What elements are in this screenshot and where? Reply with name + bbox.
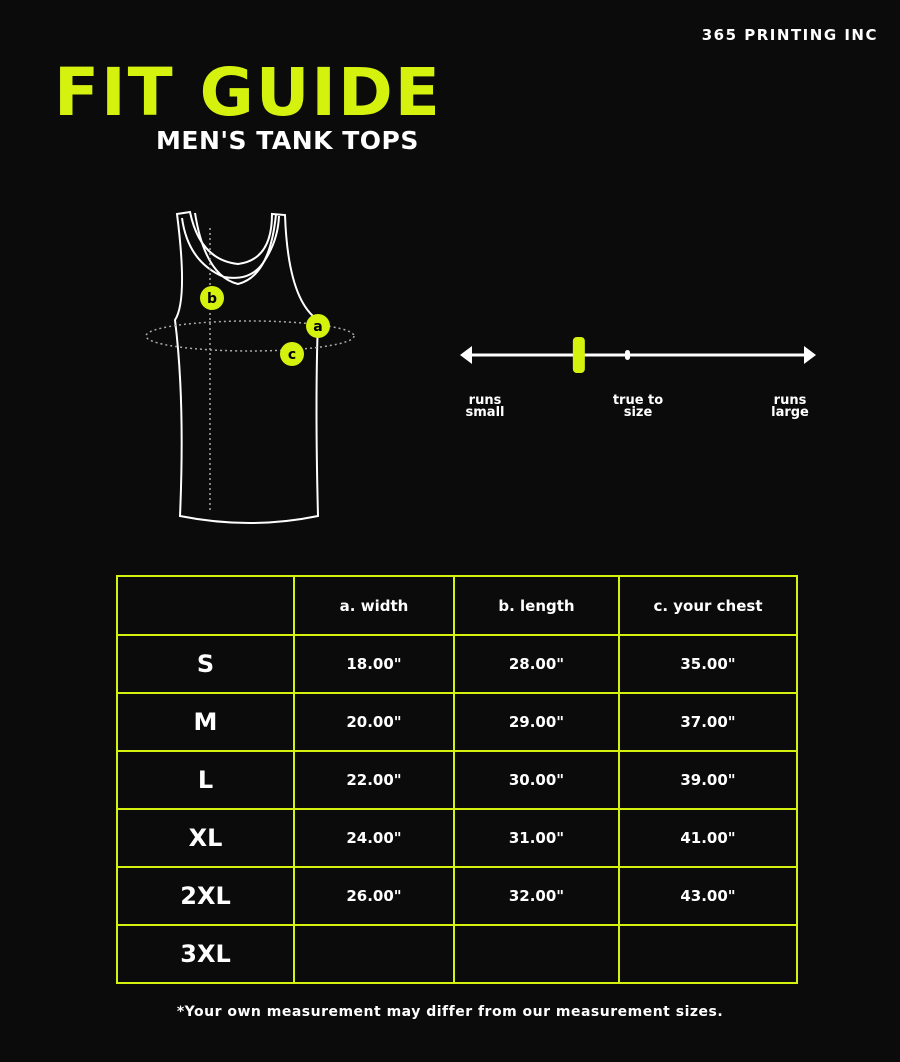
table-header-row: a. width b. length c. your chest: [116, 575, 798, 636]
true-to-size-label: true to size: [612, 393, 664, 420]
size-cell: L: [116, 750, 295, 810]
value-cell: 41.00": [618, 808, 798, 868]
value-cell: [293, 924, 455, 984]
page-title: FIT GUIDE: [54, 54, 442, 131]
marker-a: a: [306, 314, 330, 338]
table-row: 2XL 26.00" 32.00" 43.00": [116, 866, 798, 926]
header-cell: [116, 575, 295, 636]
value-cell: 30.00": [453, 750, 620, 810]
table-row: M 20.00" 29.00" 37.00": [116, 692, 798, 752]
value-cell: 32.00": [453, 866, 620, 926]
footnote: *Your own measurement may differ from ou…: [176, 1004, 724, 1020]
size-cell: 3XL: [116, 924, 295, 984]
value-cell: 20.00": [293, 692, 455, 752]
table-row: 3XL: [116, 924, 798, 984]
brand-name: 365 PRINTING INC: [701, 26, 878, 44]
size-cell: M: [116, 692, 295, 752]
svg-text:a: a: [313, 319, 322, 335]
size-cell: XL: [116, 808, 295, 868]
value-cell: 35.00": [618, 634, 798, 694]
table-row: XL 24.00" 31.00" 41.00": [116, 808, 798, 868]
value-cell: 24.00": [293, 808, 455, 868]
value-cell: 43.00": [618, 866, 798, 926]
true-to-size-tick: [625, 350, 630, 360]
svg-text:c: c: [288, 347, 296, 363]
size-cell: S: [116, 634, 295, 694]
svg-text:b: b: [207, 291, 217, 307]
value-cell: 31.00": [453, 808, 620, 868]
marker-b: b: [200, 286, 224, 310]
table-row: S 18.00" 28.00" 35.00": [116, 634, 798, 694]
value-cell: 22.00": [293, 750, 455, 810]
value-cell: 26.00": [293, 866, 455, 926]
value-cell: 29.00": [453, 692, 620, 752]
value-cell: 18.00": [293, 634, 455, 694]
table-row: L 22.00" 30.00" 39.00": [116, 750, 798, 810]
page-subtitle: MEN'S TANK TOPS: [156, 126, 419, 155]
value-cell: [618, 924, 798, 984]
runs-large-label: runs large: [771, 393, 809, 420]
fit-scale: [460, 337, 816, 373]
tank-top-diagram: b a c: [145, 210, 355, 524]
header-cell: c. your chest: [618, 575, 798, 636]
value-cell: 37.00": [618, 692, 798, 752]
header-cell: b. length: [453, 575, 620, 636]
value-cell: 39.00": [618, 750, 798, 810]
size-cell: 2XL: [116, 866, 295, 926]
value-cell: [453, 924, 620, 984]
size-table: a. width b. length c. your chest S 18.00"…: [116, 575, 798, 984]
runs-small-label: runs small: [465, 393, 505, 420]
marker-c: c: [280, 342, 304, 366]
fit-indicator: [572, 337, 585, 373]
value-cell: 28.00": [453, 634, 620, 694]
header-cell: a. width: [293, 575, 455, 636]
